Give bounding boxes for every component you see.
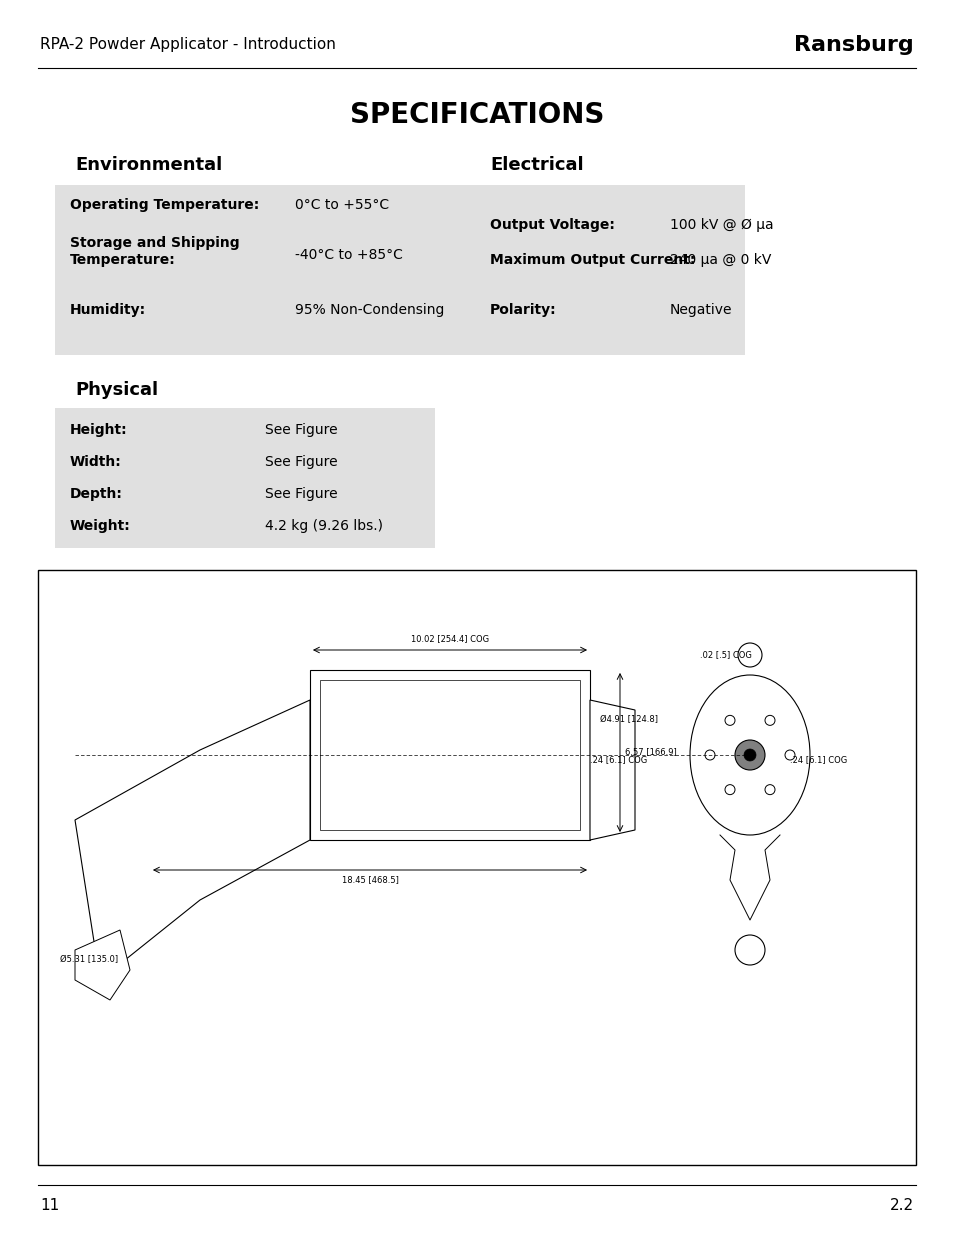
Text: Environmental: Environmental bbox=[75, 156, 222, 174]
Text: 240 μa @ 0 kV: 240 μa @ 0 kV bbox=[669, 253, 771, 267]
Circle shape bbox=[784, 750, 794, 760]
Circle shape bbox=[738, 643, 761, 667]
Circle shape bbox=[764, 715, 774, 725]
Text: 100 kV @ Ø μa: 100 kV @ Ø μa bbox=[669, 219, 773, 232]
Text: 4.2 kg (9.26 lbs.): 4.2 kg (9.26 lbs.) bbox=[265, 519, 382, 534]
Ellipse shape bbox=[689, 676, 809, 835]
Text: See Figure: See Figure bbox=[265, 424, 337, 437]
Text: Maximum Output Current:: Maximum Output Current: bbox=[490, 253, 695, 267]
Text: 2.2: 2.2 bbox=[889, 1198, 913, 1213]
Polygon shape bbox=[589, 700, 635, 840]
Circle shape bbox=[734, 935, 764, 965]
Text: Polarity:: Polarity: bbox=[490, 303, 556, 317]
Text: Ø5.31 [135.0]: Ø5.31 [135.0] bbox=[60, 956, 118, 965]
Text: 10.02 [254.4] COG: 10.02 [254.4] COG bbox=[411, 634, 489, 643]
Circle shape bbox=[704, 750, 714, 760]
Bar bbox=[319, 680, 579, 830]
Polygon shape bbox=[75, 700, 310, 981]
Text: 18.45 [468.5]: 18.45 [468.5] bbox=[341, 876, 398, 884]
Text: Ø4.91 [124.8]: Ø4.91 [124.8] bbox=[599, 715, 658, 725]
Text: 95% Non-Condensing: 95% Non-Condensing bbox=[294, 303, 444, 317]
Text: .24 [6.1] COG: .24 [6.1] COG bbox=[589, 756, 646, 764]
Text: Height:: Height: bbox=[70, 424, 128, 437]
Text: Temperature:: Temperature: bbox=[70, 253, 175, 267]
Text: Weight:: Weight: bbox=[70, 519, 131, 534]
Text: -40°C to +85°C: -40°C to +85°C bbox=[294, 248, 402, 262]
Text: See Figure: See Figure bbox=[265, 454, 337, 469]
Polygon shape bbox=[75, 930, 130, 1000]
Text: Negative: Negative bbox=[669, 303, 732, 317]
Circle shape bbox=[734, 740, 764, 769]
Text: Physical: Physical bbox=[75, 382, 158, 399]
Circle shape bbox=[724, 715, 734, 725]
Bar bbox=[55, 185, 744, 354]
Text: Operating Temperature:: Operating Temperature: bbox=[70, 198, 259, 212]
Text: .02 [.5] COG: .02 [.5] COG bbox=[700, 651, 751, 659]
Circle shape bbox=[724, 784, 734, 794]
Text: 0°C to +55°C: 0°C to +55°C bbox=[294, 198, 389, 212]
Bar bbox=[55, 408, 435, 548]
Text: .24 [6.1] COG: .24 [6.1] COG bbox=[789, 756, 846, 764]
Bar bbox=[310, 671, 589, 840]
Text: SPECIFICATIONS: SPECIFICATIONS bbox=[350, 101, 603, 128]
Text: Depth:: Depth: bbox=[70, 487, 123, 501]
Text: Humidity:: Humidity: bbox=[70, 303, 146, 317]
Text: 6.57 [166.9]: 6.57 [166.9] bbox=[624, 747, 676, 757]
Text: 11: 11 bbox=[40, 1198, 59, 1213]
Circle shape bbox=[764, 784, 774, 794]
Text: Storage and Shipping: Storage and Shipping bbox=[70, 236, 239, 249]
Bar bbox=[38, 571, 915, 1165]
Text: Output Voltage:: Output Voltage: bbox=[490, 219, 615, 232]
Text: Ransburg: Ransburg bbox=[794, 35, 913, 56]
Text: Width:: Width: bbox=[70, 454, 122, 469]
Text: RPA-2 Powder Applicator - Introduction: RPA-2 Powder Applicator - Introduction bbox=[40, 37, 335, 53]
Circle shape bbox=[743, 748, 755, 761]
Text: See Figure: See Figure bbox=[265, 487, 337, 501]
Text: Electrical: Electrical bbox=[490, 156, 583, 174]
